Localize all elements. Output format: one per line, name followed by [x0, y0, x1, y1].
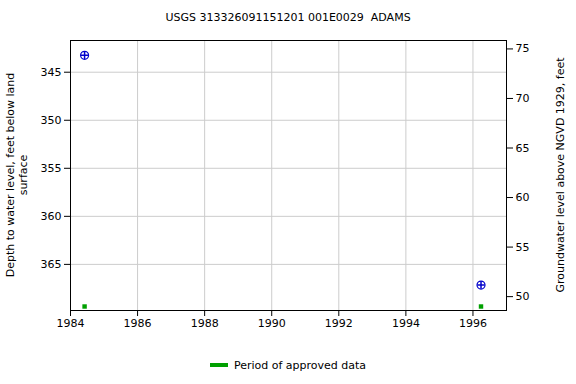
svg-text:1988: 1988 — [191, 317, 219, 330]
html-text:Period of approved data: Period of approved data — [233, 358, 367, 372]
svg-text:1992: 1992 — [325, 317, 353, 330]
svg-text:1990: 1990 — [258, 317, 286, 330]
svg-text:55: 55 — [516, 241, 530, 254]
svg-text:350: 350 — [41, 114, 62, 127]
svg-text:50: 50 — [516, 290, 530, 303]
svg-text:75: 75 — [516, 42, 530, 55]
svg-text:Depth to water level, feet bel: Depth to water level, feet below landsur… — [4, 73, 30, 278]
svg-text:1986: 1986 — [124, 317, 152, 330]
svg-text:65: 65 — [516, 142, 530, 155]
svg-text:355: 355 — [41, 162, 62, 175]
svg-text:Groundwater level above NGVD 1: Groundwater level above NGVD 1929, feet — [554, 57, 567, 293]
svg-text:1996: 1996 — [459, 317, 487, 330]
svg-text:360: 360 — [41, 210, 62, 223]
svg-text:60: 60 — [516, 191, 530, 204]
svg-text:70: 70 — [516, 92, 530, 105]
svg-text:1994: 1994 — [392, 317, 420, 330]
svg-text:345: 345 — [41, 66, 62, 79]
svg-text:1984: 1984 — [57, 317, 85, 330]
html-text:USGS 313326091151201 001E0029: USGS 313326091151201 001E0029 ADAMS — [165, 11, 411, 24]
svg-text:365: 365 — [41, 258, 62, 271]
